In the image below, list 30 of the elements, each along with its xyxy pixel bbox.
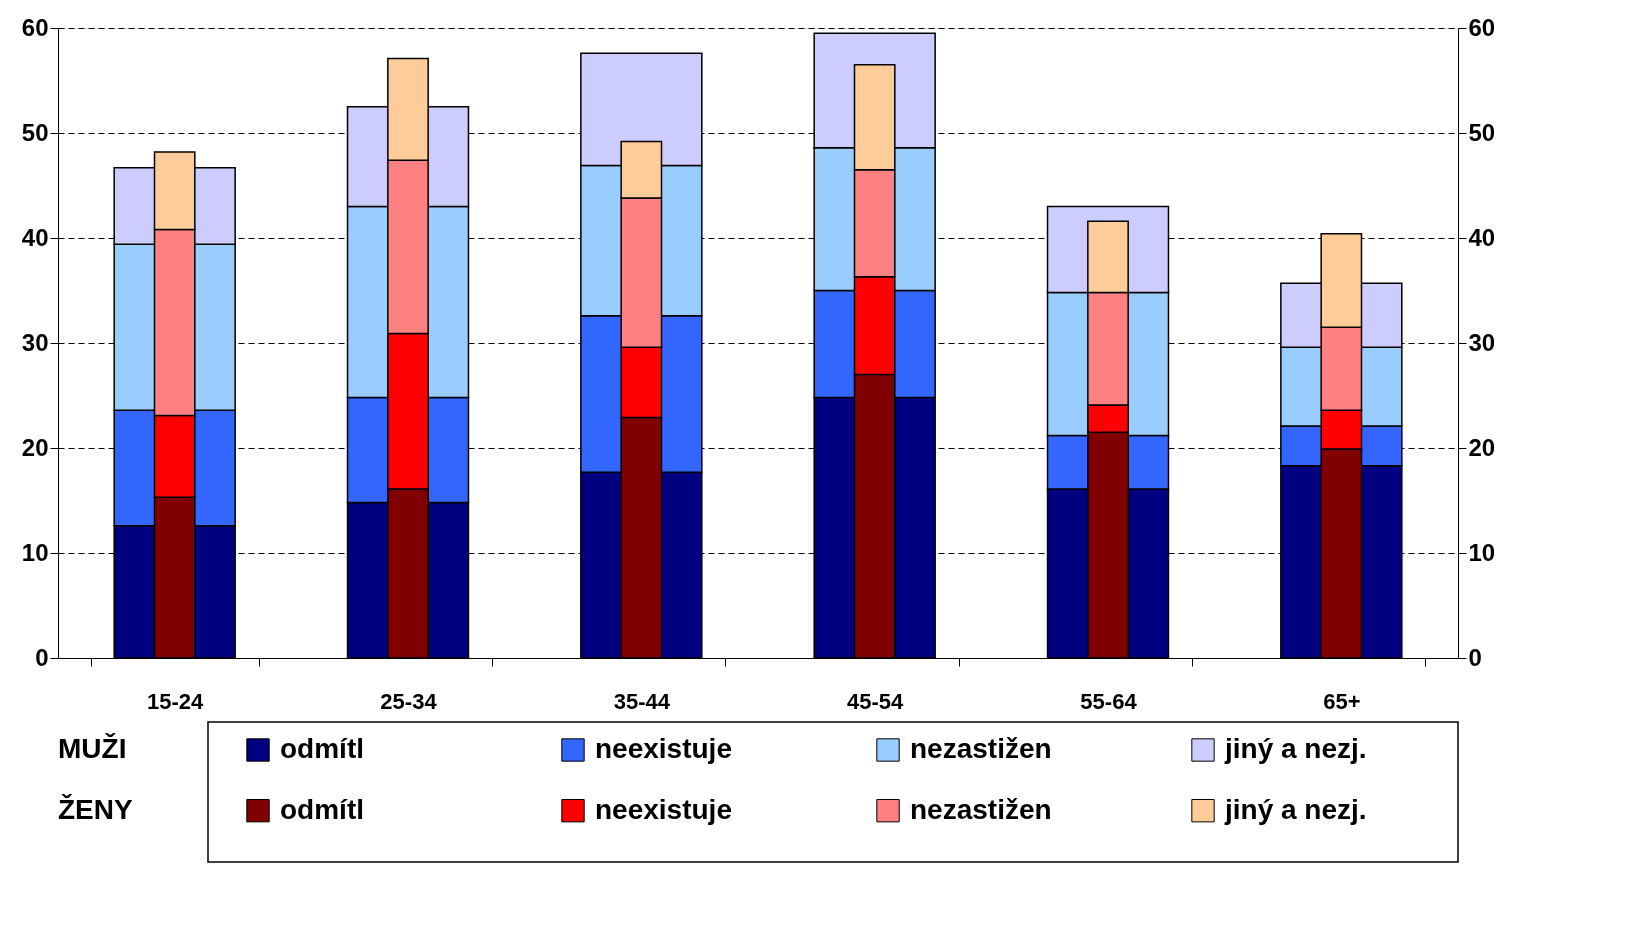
- y-tick-label: 30: [21, 328, 49, 356]
- x-tick-label: 25-34: [380, 688, 438, 714]
- legend-label: jiný a nezj.: [1224, 793, 1367, 825]
- y2-tick-label: 60: [1468, 13, 1496, 41]
- y-tick-label: 50: [21, 118, 49, 146]
- x-tick-label: 35-44: [613, 688, 671, 714]
- y2-tick-label: 40: [1468, 223, 1496, 251]
- y-tick-label: 10: [21, 538, 49, 566]
- y2-tick-label: 10: [1468, 538, 1496, 566]
- legend-label: nezastižen: [910, 793, 1052, 825]
- y-tick-label: 0: [35, 643, 49, 671]
- text: ŽENY: [58, 793, 133, 825]
- y2-tick-label: 0: [1468, 643, 1482, 671]
- text: MUŽI: [58, 733, 127, 764]
- y-tick-label: 60: [21, 13, 49, 41]
- legend-label: odmítl: [280, 733, 364, 764]
- x-tick-label: 15-24: [147, 688, 205, 714]
- x-tick-label: 55-64: [1080, 688, 1138, 714]
- legend-label: odmítl: [280, 793, 364, 825]
- legend-label: nezastižen: [910, 733, 1052, 764]
- legend-label: neexistuje: [595, 733, 732, 764]
- y2-tick-label: 50: [1468, 118, 1496, 146]
- y-tick-label: 20: [21, 433, 49, 461]
- legend-label: jiný a nezj.: [1224, 733, 1367, 764]
- y-tick-label: 40: [21, 223, 49, 251]
- x-tick-label: 45-54: [847, 688, 905, 714]
- x-tick-label: 65+: [1323, 688, 1361, 714]
- y2-tick-label: 20: [1468, 433, 1496, 461]
- legend-label: neexistuje: [595, 793, 732, 825]
- y2-tick-label: 30: [1468, 328, 1496, 356]
